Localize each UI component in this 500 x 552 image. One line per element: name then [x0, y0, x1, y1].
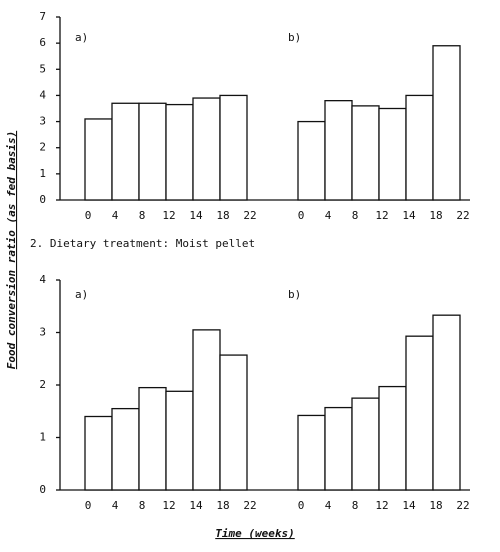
y-tick-label: 0	[39, 483, 46, 496]
x-tick-label: 14	[189, 499, 203, 512]
x-tick-label: 4	[325, 209, 332, 222]
bar	[219, 94, 248, 201]
bar	[432, 45, 461, 201]
bar	[138, 102, 167, 201]
x-tick-label: 12	[375, 499, 388, 512]
y-tick-label: 1	[39, 167, 46, 180]
y-tick-label: 6	[39, 36, 46, 49]
bar	[378, 107, 407, 201]
panel-label: b)	[288, 31, 301, 44]
y-tick-label: 3	[39, 115, 46, 128]
x-tick-label: 18	[216, 209, 229, 222]
panel-label: b)	[288, 288, 301, 301]
x-tick-label: 14	[402, 499, 416, 512]
x-tick-label: 12	[162, 209, 175, 222]
bar	[138, 386, 167, 491]
x-tick-label: 12	[162, 499, 175, 512]
x-tick-label: 8	[352, 209, 359, 222]
x-tick-label: 8	[139, 499, 146, 512]
bar	[405, 335, 434, 491]
bar	[378, 385, 407, 491]
x-tick-label: 8	[139, 209, 146, 222]
y-tick-label: 2	[39, 141, 46, 154]
y-tick-label: 4	[39, 88, 46, 101]
bar	[324, 100, 353, 201]
x-tick-label: 4	[112, 209, 119, 222]
bar	[192, 329, 221, 491]
y-tick-label: 5	[39, 62, 46, 75]
bar	[192, 97, 221, 201]
y-tick-label: 0	[39, 193, 46, 206]
x-tick-label: 0	[85, 499, 92, 512]
x-tick-label: 14	[189, 209, 203, 222]
x-tick-label: 22	[456, 499, 469, 512]
x-tick-label: 0	[298, 209, 305, 222]
x-tick-label: 18	[429, 499, 442, 512]
panel-label: a)	[75, 288, 88, 301]
bar	[405, 94, 434, 201]
bar	[297, 120, 326, 201]
y-tick-label: 1	[39, 431, 46, 444]
bar	[297, 414, 326, 491]
bar	[84, 415, 113, 491]
x-tick-label: 18	[429, 209, 442, 222]
bar	[111, 407, 140, 491]
x-tick-label: 22	[243, 499, 256, 512]
bar	[351, 397, 380, 491]
bar	[111, 102, 140, 201]
x-tick-label: 4	[112, 499, 119, 512]
panel-label: a)	[75, 31, 88, 44]
bar	[432, 314, 461, 491]
x-tick-label: 12	[375, 209, 388, 222]
y-axis-label: Food conversion ratio (as fed basis)	[5, 131, 18, 369]
bar	[165, 103, 194, 201]
x-tick-label: 14	[402, 209, 416, 222]
y-tick-label: 4	[39, 273, 46, 286]
x-tick-label: 0	[85, 209, 92, 222]
x-tick-label: 18	[216, 499, 229, 512]
x-tick-label: 4	[325, 499, 332, 512]
bar	[351, 105, 380, 201]
x-tick-label: 22	[456, 209, 469, 222]
bar	[219, 354, 248, 491]
caption: 2. Dietary treatment: Moist pellet	[30, 237, 255, 250]
x-tick-label: 22	[243, 209, 256, 222]
y-tick-label: 2	[39, 378, 46, 391]
bar	[84, 118, 113, 201]
y-tick-label: 3	[39, 326, 46, 339]
x-tick-label: 8	[352, 499, 359, 512]
bar	[165, 390, 194, 491]
x-axis-label: Time (weeks)	[215, 527, 294, 540]
y-tick-label: 7	[39, 10, 46, 23]
x-tick-label: 0	[298, 499, 305, 512]
bar	[324, 406, 353, 491]
